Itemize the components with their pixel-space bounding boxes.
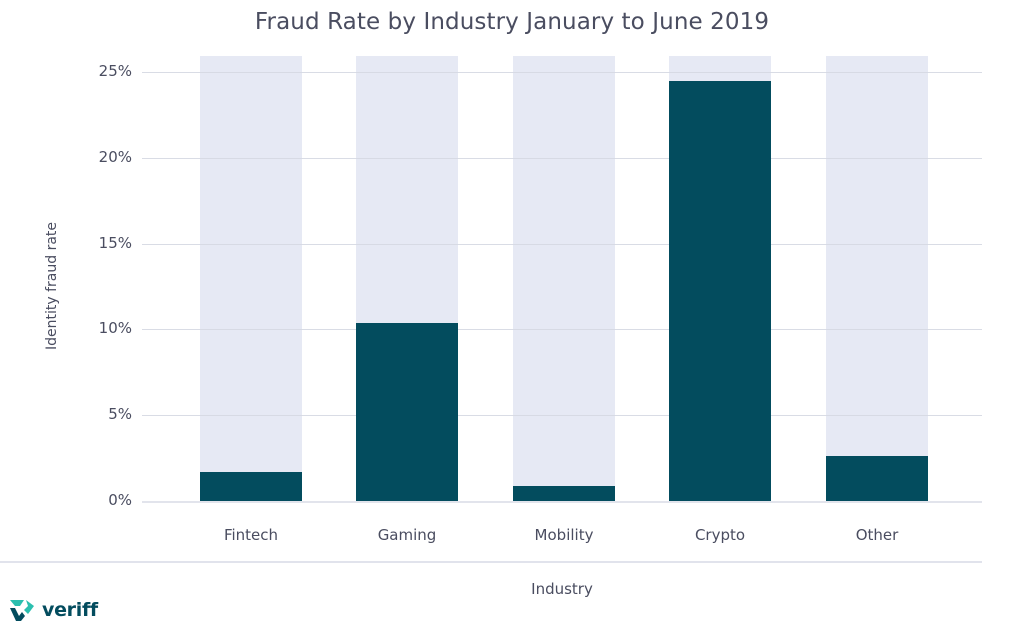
x-tick-label-fintech: Fintech (223, 526, 279, 544)
x-axis-divider (0, 561, 982, 563)
bar-crypto[interactable] (669, 80, 771, 501)
bar-other[interactable] (826, 456, 928, 501)
y-tick-label: 10% (98, 319, 132, 337)
x-tick-label-other: Other (855, 526, 899, 544)
gridline (142, 72, 982, 73)
veriff-logo: veriff (8, 598, 98, 622)
y-tick-label: 5% (108, 405, 132, 423)
x-axis-label: Industry (531, 580, 593, 598)
gridline (142, 415, 982, 416)
gridline (142, 158, 982, 159)
veriff-logo-text: veriff (42, 599, 98, 621)
gridline (142, 244, 982, 245)
bar-background-mobility (513, 56, 615, 501)
gridline (142, 329, 982, 330)
bar-mobility[interactable] (513, 485, 615, 501)
x-tick-label-gaming: Gaming (377, 526, 437, 544)
bar-gaming[interactable] (356, 322, 458, 501)
x-tick-label-crypto: Crypto (694, 526, 746, 544)
y-tick-label: 15% (98, 234, 132, 252)
y-tick-label: 20% (98, 148, 132, 166)
chart-title: Fraud Rate by Industry January to June 2… (254, 9, 770, 35)
bar-fintech[interactable] (200, 471, 302, 501)
x-tick-label-mobility: Mobility (534, 526, 594, 544)
y-axis-label: Identity fraud rate (44, 221, 60, 351)
y-tick-label: 0% (108, 491, 132, 509)
y-tick-label: 25% (98, 62, 132, 80)
veriff-logo-icon (10, 600, 34, 621)
bar-background-other (826, 56, 928, 501)
bar-background-fintech (200, 56, 302, 501)
gridline (142, 501, 982, 503)
